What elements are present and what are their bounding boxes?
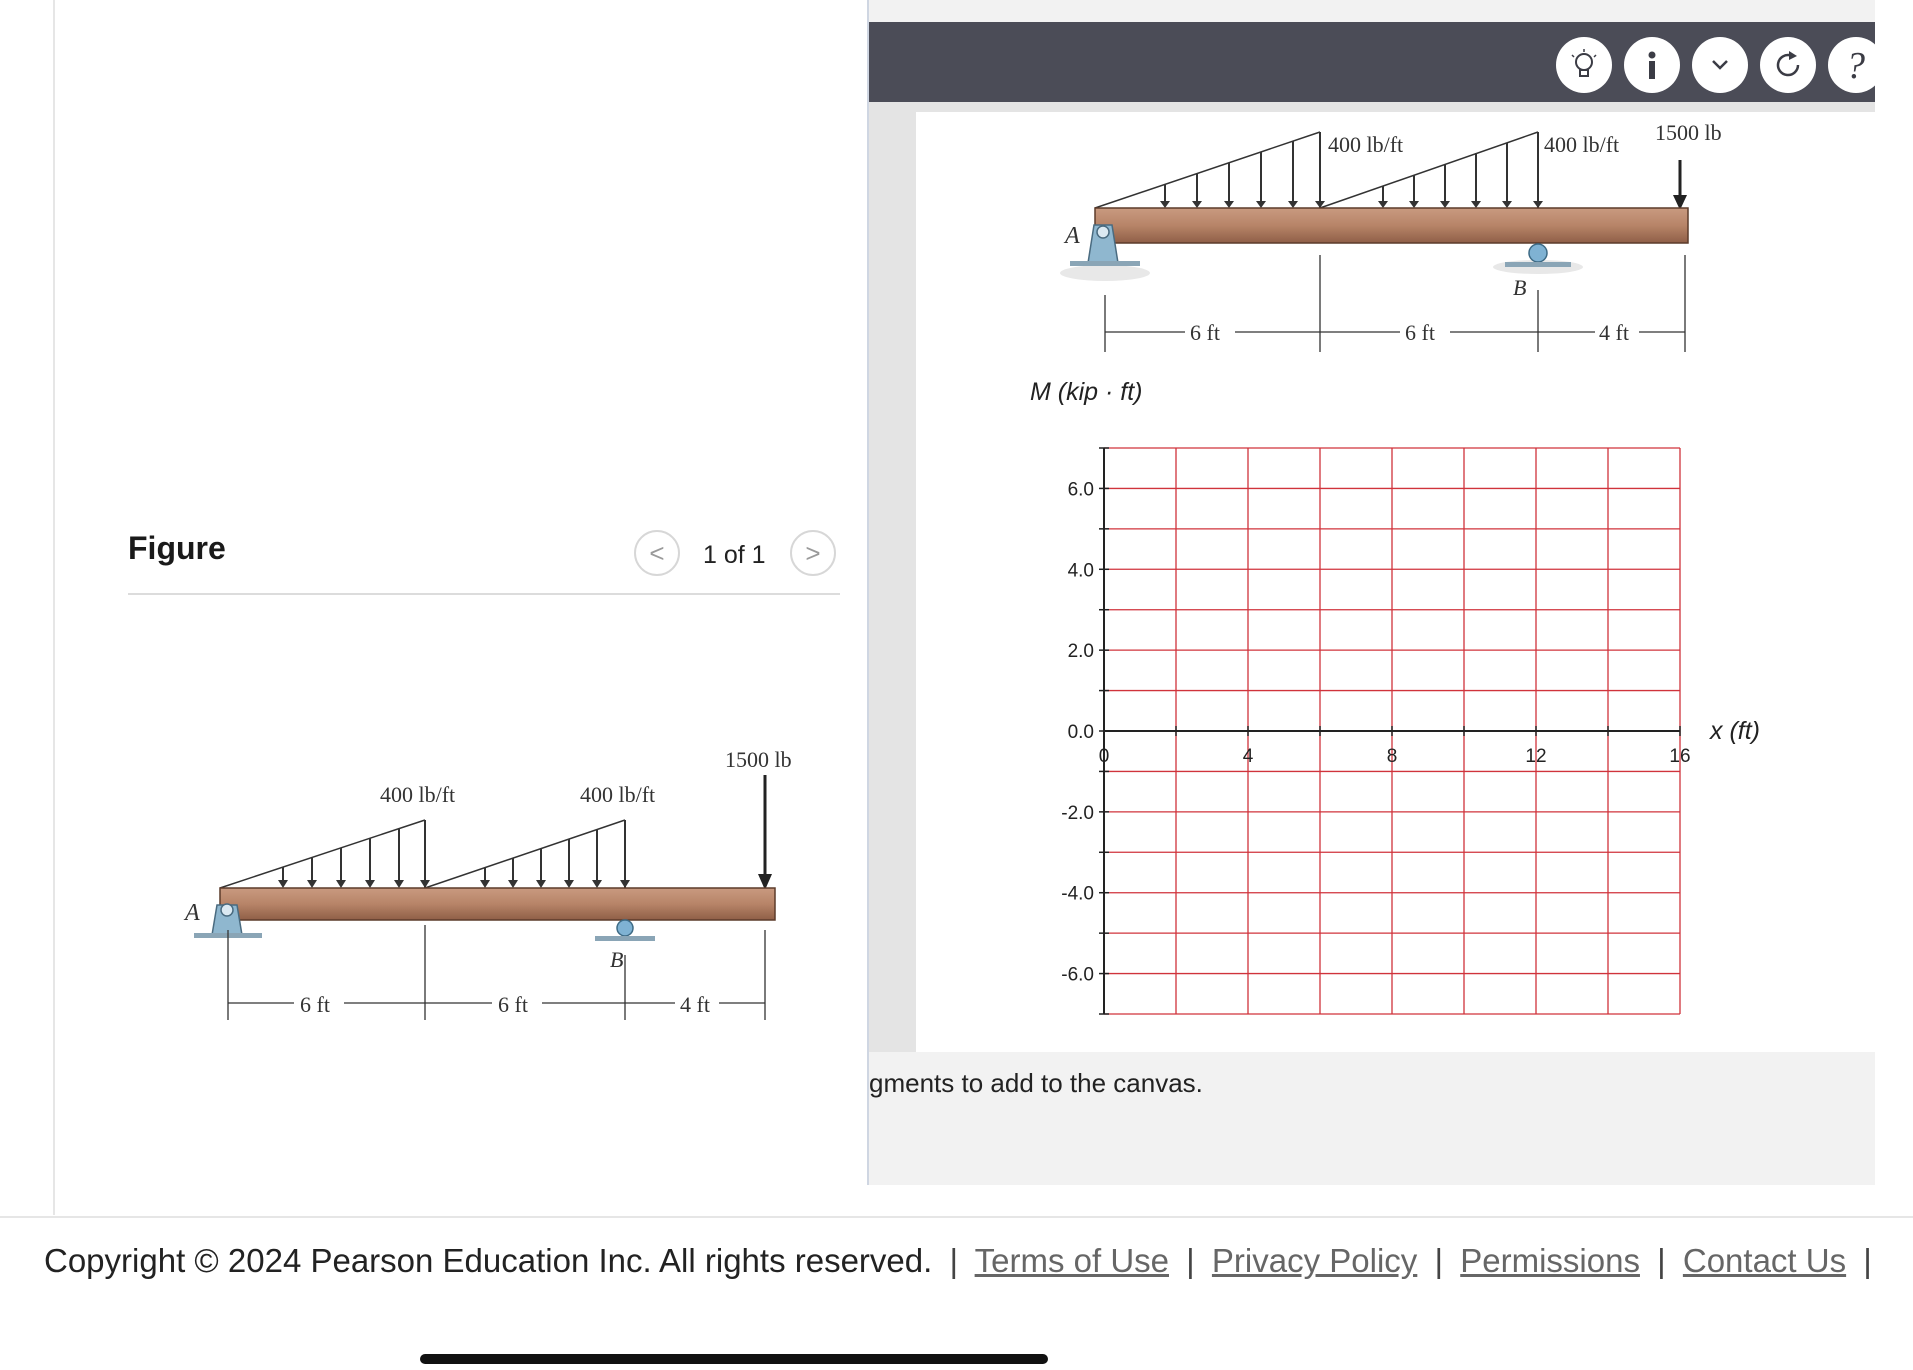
x-tick-label: 16 bbox=[1669, 746, 1690, 767]
info-button[interactable] bbox=[1624, 37, 1680, 93]
next-figure-button[interactable]: > bbox=[790, 530, 836, 576]
y-axis-label: M (kip · ft) bbox=[1030, 378, 1143, 406]
info-icon bbox=[1648, 51, 1656, 79]
support-b-label: B bbox=[1513, 275, 1526, 300]
help-button[interactable]: ? bbox=[1828, 37, 1884, 93]
x-tick-label: 8 bbox=[1387, 746, 1398, 767]
terms-of-use-link[interactable]: Terms of Use bbox=[974, 1242, 1169, 1279]
contact-us-link[interactable]: Contact Us bbox=[1682, 1242, 1847, 1279]
hint-button[interactable] bbox=[1556, 37, 1612, 93]
load-label-1: 400 lb/ft bbox=[1328, 132, 1403, 157]
prev-figure-button[interactable]: < bbox=[634, 530, 680, 576]
redo-button[interactable] bbox=[1760, 37, 1816, 93]
point-load-label: 1500 lb bbox=[1655, 120, 1722, 145]
figure-divider bbox=[128, 593, 840, 595]
lightbulb-icon bbox=[1571, 49, 1597, 77]
x-tick-label: 4 bbox=[1243, 746, 1254, 767]
redo-icon bbox=[1776, 51, 1800, 77]
x-axis-label: x (ft) bbox=[1709, 717, 1760, 745]
y-tick-label: 4.0 bbox=[1068, 560, 1094, 581]
dimension-label-3: 4 ft bbox=[1599, 320, 1629, 345]
left-column-border bbox=[53, 0, 55, 1215]
figure-pager-text: 1 of 1 bbox=[703, 541, 766, 569]
dimension-label-2: 6 ft bbox=[498, 992, 528, 1017]
point-load-label: 1500 lb bbox=[725, 747, 792, 772]
help-icon: ? bbox=[1846, 45, 1865, 85]
copyright-text: Copyright © 2024 Pearson Education Inc. … bbox=[44, 1242, 933, 1279]
x-tick-label: 0 bbox=[1099, 746, 1110, 767]
home-indicator bbox=[420, 1354, 1048, 1364]
dropdown-button[interactable] bbox=[1692, 37, 1748, 93]
dimension-label-3: 4 ft bbox=[680, 992, 710, 1017]
x-tick-label: 12 bbox=[1525, 746, 1546, 767]
support-a-label: A bbox=[1063, 223, 1080, 249]
footer: Copyright © 2024 Pearson Education Inc. … bbox=[44, 1242, 1872, 1279]
beam-figure-small: 6 ft 6 ft 4 ft 400 lb/ft 400 lb/ft 1500 … bbox=[1060, 120, 1722, 352]
y-tick-label: 2.0 bbox=[1068, 641, 1094, 662]
svg-text:?: ? bbox=[1846, 45, 1865, 85]
y-tick-label: -6.0 bbox=[1061, 965, 1094, 986]
dimension-label-2: 6 ft bbox=[1405, 320, 1435, 345]
load-label-2: 400 lb/ft bbox=[1544, 132, 1619, 157]
figure-title: Figure bbox=[128, 530, 226, 566]
dimension-label-1: 6 ft bbox=[300, 992, 330, 1017]
load-label-1: 400 lb/ft bbox=[380, 782, 455, 807]
support-b-label: B bbox=[610, 947, 623, 972]
chevron-right-icon: > bbox=[805, 537, 821, 568]
dimension-label-1: 6 ft bbox=[1190, 320, 1220, 345]
beam-figure-large: 6 ft 6 ft 4 ft 400 lb/ft 400 lb/ft 1500 … bbox=[183, 747, 792, 1020]
y-tick-label: 6.0 bbox=[1068, 479, 1094, 500]
privacy-policy-link[interactable]: Privacy Policy bbox=[1211, 1242, 1418, 1279]
support-a-label: A bbox=[183, 900, 200, 926]
instruction-text: gments to add to the canvas. bbox=[869, 1068, 1203, 1098]
y-tick-label: -4.0 bbox=[1061, 884, 1094, 905]
footer-divider bbox=[0, 1216, 1913, 1218]
chevron-down-icon bbox=[1712, 60, 1728, 70]
y-tick-label: 0.0 bbox=[1068, 722, 1094, 743]
moment-chart[interactable]: M (kip · ft) 6.0 4.0 2.0 0.0 -2.0 -4.0 -6.0 0 4 8 1… bbox=[1030, 370, 1820, 1030]
chevron-left-icon: < bbox=[649, 537, 665, 568]
permissions-link[interactable]: Permissions bbox=[1460, 1242, 1640, 1279]
panel-border bbox=[867, 0, 869, 1185]
load-label-2: 400 lb/ft bbox=[580, 782, 655, 807]
y-tick-label: -2.0 bbox=[1061, 803, 1094, 824]
